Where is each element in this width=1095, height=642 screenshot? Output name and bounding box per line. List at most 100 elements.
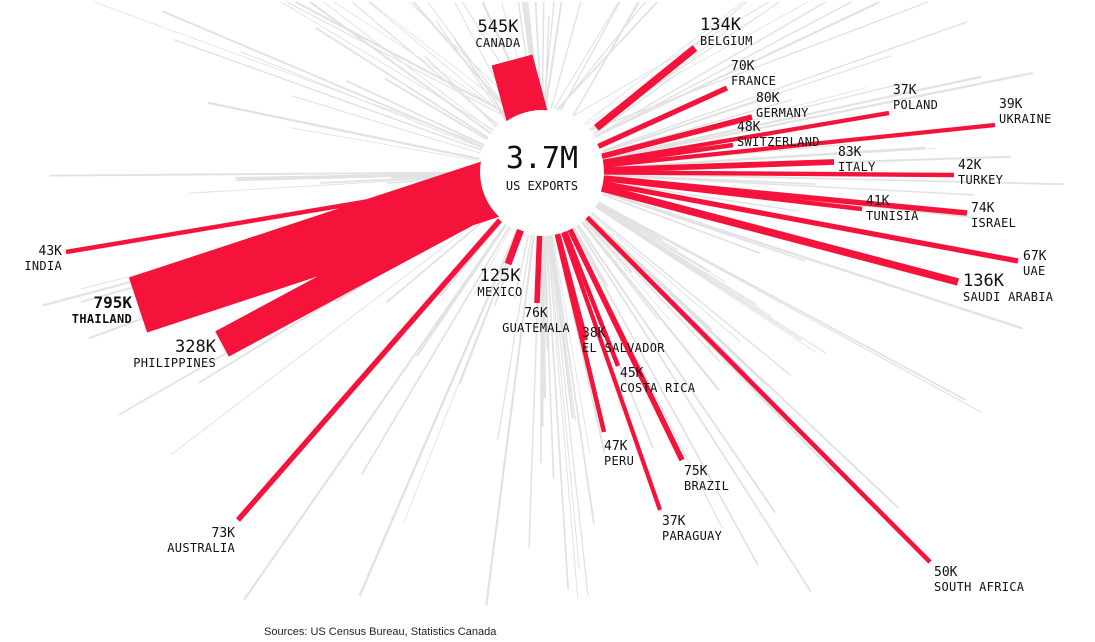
value-label: 545K bbox=[478, 17, 520, 37]
value-label: 134K bbox=[700, 15, 742, 35]
background-spoke bbox=[424, 55, 498, 128]
background-spoke bbox=[351, 1, 499, 126]
bar-paraguay bbox=[561, 231, 662, 511]
center-total-value: 3.7M bbox=[506, 141, 578, 176]
country-label: MEXICO bbox=[477, 285, 522, 299]
background-spoke bbox=[550, 1, 582, 109]
bar-thailand bbox=[128, 157, 514, 333]
value-label: 39K bbox=[999, 97, 1023, 112]
background-spoke bbox=[595, 206, 817, 353]
value-label: 37K bbox=[893, 83, 917, 98]
country-label: UKRAINE bbox=[999, 112, 1052, 126]
background-spoke bbox=[360, 226, 510, 476]
value-label: 47K bbox=[604, 439, 628, 454]
value-label: 37K bbox=[662, 514, 686, 529]
bar-costa-rica bbox=[563, 230, 621, 367]
country-label: UAE bbox=[1023, 264, 1046, 278]
background-spoke bbox=[585, 218, 721, 363]
background-spoke bbox=[553, 1, 619, 110]
bar-australia bbox=[236, 218, 502, 522]
background-spoke bbox=[577, 224, 776, 514]
background-spoke bbox=[49, 171, 479, 177]
value-label: 80K bbox=[756, 91, 780, 106]
background-spoke bbox=[358, 230, 518, 597]
value-label: 41K bbox=[866, 194, 890, 209]
background-spoke bbox=[583, 1, 744, 125]
country-label: COSTA RICA bbox=[620, 381, 696, 395]
background-spoke bbox=[591, 211, 792, 376]
background-spoke bbox=[309, 1, 492, 135]
country-label: INDIA bbox=[24, 259, 62, 273]
background-spoke bbox=[345, 79, 485, 146]
background-spoke bbox=[385, 212, 494, 304]
background-spoke bbox=[605, 173, 816, 185]
background-spoke bbox=[602, 191, 806, 262]
value-label: 125K bbox=[480, 266, 522, 286]
country-label: SWITZERLAND bbox=[737, 135, 820, 149]
value-label: 50K bbox=[934, 565, 958, 580]
bar-peru bbox=[554, 233, 607, 433]
background-spoke bbox=[543, 235, 549, 323]
country-label: CANADA bbox=[475, 36, 521, 50]
background-spoke bbox=[546, 235, 579, 598]
background-spoke bbox=[575, 225, 812, 592]
country-label: GERMANY bbox=[756, 106, 809, 120]
center-circle bbox=[480, 110, 604, 234]
background-spoke bbox=[548, 235, 574, 419]
country-label: SAUDI ARABIA bbox=[963, 290, 1054, 304]
background-spoke bbox=[602, 190, 1024, 330]
background-spoke bbox=[289, 127, 480, 162]
background-spoke bbox=[572, 226, 609, 287]
background-spoke bbox=[583, 219, 633, 274]
bar-mexico bbox=[504, 228, 524, 266]
background-spoke bbox=[596, 204, 726, 283]
value-label: 67K bbox=[1023, 249, 1047, 264]
value-label: 83K bbox=[838, 145, 862, 160]
bar-switzerland bbox=[601, 142, 734, 166]
country-label: EL SALVADOR bbox=[582, 341, 665, 355]
background-spoke bbox=[323, 1, 493, 132]
background-spoke bbox=[556, 1, 658, 111]
background-spoke bbox=[595, 206, 802, 341]
background-spoke bbox=[544, 15, 550, 109]
value-label: 75K bbox=[684, 464, 708, 479]
country-label: AUSTRALIA bbox=[167, 541, 235, 555]
country-label: BRAZIL bbox=[684, 479, 729, 493]
background-spoke bbox=[473, 227, 512, 296]
background-spoke bbox=[597, 202, 982, 413]
background-spoke bbox=[412, 1, 513, 117]
background-spoke bbox=[587, 215, 899, 509]
country-label: THAILAND bbox=[72, 312, 132, 326]
value-label: 45K bbox=[620, 366, 644, 381]
bar-saudi-arabia bbox=[599, 183, 959, 286]
country-label: PERU bbox=[604, 454, 634, 468]
background-spoke bbox=[384, 77, 488, 141]
background-spoke bbox=[549, 235, 577, 421]
bar-guatemala bbox=[534, 235, 543, 304]
background-spoke bbox=[544, 1, 563, 109]
value-label: 795K bbox=[93, 293, 132, 312]
value-label: 328K bbox=[175, 337, 217, 357]
background-spoke bbox=[513, 234, 530, 300]
background-spoke bbox=[315, 27, 489, 139]
background-spoke bbox=[581, 220, 720, 392]
country-label: ISRAEL bbox=[971, 216, 1016, 230]
background-spoke bbox=[595, 205, 772, 317]
country-label: FRANCE bbox=[731, 74, 776, 88]
background-spoke bbox=[485, 235, 535, 606]
background-spoke bbox=[435, 20, 506, 120]
country-label: PARAGUAY bbox=[662, 529, 723, 543]
background-spoke bbox=[559, 1, 621, 112]
